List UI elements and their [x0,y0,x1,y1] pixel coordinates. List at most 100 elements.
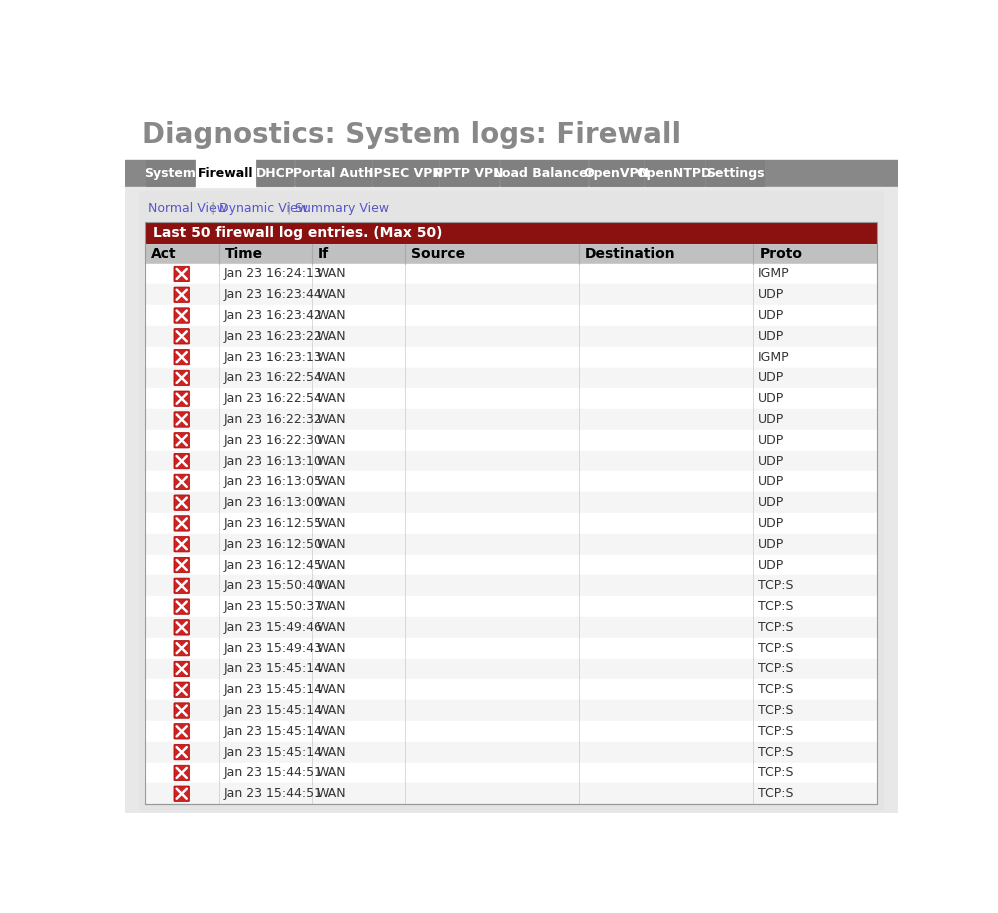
Text: WAN: WAN [316,663,345,676]
FancyBboxPatch shape [174,308,190,323]
Text: WAN: WAN [316,621,345,634]
Bar [145,347,876,368]
Text: Jan 23 15:49:43: Jan 23 15:49:43 [224,642,322,655]
Text: UDP: UDP [757,309,784,322]
Bar [145,783,876,804]
Text: UDP: UDP [757,517,784,530]
Bar [145,741,876,762]
Bar [145,513,876,534]
FancyBboxPatch shape [174,744,190,760]
FancyBboxPatch shape [174,350,190,365]
Text: Jan 23 15:45:14: Jan 23 15:45:14 [224,704,322,717]
Bar [145,451,876,471]
Text: Jan 23 16:22:54: Jan 23 16:22:54 [224,372,322,384]
Text: OpenVPN: OpenVPN [583,167,649,180]
Text: WAN: WAN [316,642,345,655]
Text: WAN: WAN [316,766,345,780]
Bar [145,762,876,783]
Text: Jan 23 15:44:51: Jan 23 15:44:51 [224,766,322,780]
Bar [145,222,876,804]
Text: TCP:S: TCP:S [757,725,793,738]
Text: WAN: WAN [316,496,345,509]
Text: Load Balancer: Load Balancer [494,167,594,180]
Text: WAN: WAN [316,517,345,530]
Text: Normal View: Normal View [148,202,227,215]
Text: Jan 23 16:23:13: Jan 23 16:23:13 [224,351,322,363]
Text: Last 50 firewall log entries. (Max 50): Last 50 firewall log entries. (Max 50) [153,226,442,240]
Bar [145,305,876,326]
Text: TCP:S: TCP:S [757,580,793,593]
Text: Source: Source [411,247,465,260]
Text: Jan 23 16:22:54: Jan 23 16:22:54 [224,393,322,405]
FancyBboxPatch shape [174,765,190,781]
Text: DHCP: DHCP [255,167,294,180]
Text: UDP: UDP [757,496,784,509]
FancyBboxPatch shape [174,599,190,614]
Text: Jan 23 16:24:13: Jan 23 16:24:13 [224,268,322,280]
FancyBboxPatch shape [174,641,190,656]
Bar [145,658,876,679]
Text: IPSEC VPN: IPSEC VPN [368,167,442,180]
Text: UDP: UDP [757,559,784,572]
Text: Proto: Proto [759,247,802,260]
Bar [295,160,371,185]
Text: Destination: Destination [585,247,676,260]
Bar [645,160,704,185]
Text: |: | [282,202,295,215]
FancyBboxPatch shape [174,433,190,448]
Bar [145,264,876,284]
Bar [197,158,254,187]
Bar [373,160,437,185]
Text: If: If [317,247,329,260]
Text: Jan 23 15:50:40: Jan 23 15:50:40 [224,580,322,593]
Text: UDP: UDP [757,455,784,467]
Text: WAN: WAN [316,289,345,301]
FancyBboxPatch shape [174,474,190,489]
Text: TCP:S: TCP:S [757,787,793,800]
Bar [125,160,898,187]
Text: UDP: UDP [757,476,784,488]
Text: UDP: UDP [757,434,784,446]
Text: Dynamic View: Dynamic View [220,202,308,215]
Text: Jan 23 15:45:14: Jan 23 15:45:14 [224,663,322,676]
Bar [145,721,876,741]
Text: Act: Act [151,247,177,260]
FancyBboxPatch shape [174,537,190,552]
Text: WAN: WAN [316,455,345,467]
Text: IGMP: IGMP [757,351,789,363]
Text: TCP:S: TCP:S [757,704,793,717]
Text: WAN: WAN [316,580,345,593]
Text: UDP: UDP [757,289,784,301]
Text: Jan 23 15:50:37: Jan 23 15:50:37 [224,600,322,614]
FancyBboxPatch shape [174,578,190,593]
Text: Jan 23 16:12:55: Jan 23 16:12:55 [224,517,322,530]
FancyBboxPatch shape [174,287,190,302]
Text: UDP: UDP [757,413,784,426]
Bar [145,388,876,409]
Text: Jan 23 15:45:14: Jan 23 15:45:14 [224,725,322,738]
Text: WAN: WAN [316,330,345,342]
Text: Settings: Settings [706,167,764,180]
Text: Jan 23 15:44:51: Jan 23 15:44:51 [224,787,322,800]
Text: WAN: WAN [316,434,345,446]
Text: Jan 23 16:12:50: Jan 23 16:12:50 [224,538,322,551]
Bar [145,326,876,347]
Text: WAN: WAN [316,746,345,759]
Text: WAN: WAN [316,559,345,572]
Bar [145,575,876,596]
Text: UDP: UDP [757,538,784,551]
Text: Jan 23 16:23:22: Jan 23 16:23:22 [224,330,322,342]
Text: PPTP VPN: PPTP VPN [434,167,504,180]
Text: WAN: WAN [316,683,345,697]
Bar [145,430,876,451]
FancyBboxPatch shape [174,620,190,635]
FancyBboxPatch shape [174,682,190,698]
Bar [145,368,876,388]
FancyBboxPatch shape [174,557,190,572]
Text: OpenNTPD: OpenNTPD [637,167,712,180]
Text: Jan 23 16:22:32: Jan 23 16:22:32 [224,413,322,426]
Bar [145,679,876,700]
Bar [125,110,898,160]
Text: WAN: WAN [316,393,345,405]
Text: Summary View: Summary View [295,202,389,215]
